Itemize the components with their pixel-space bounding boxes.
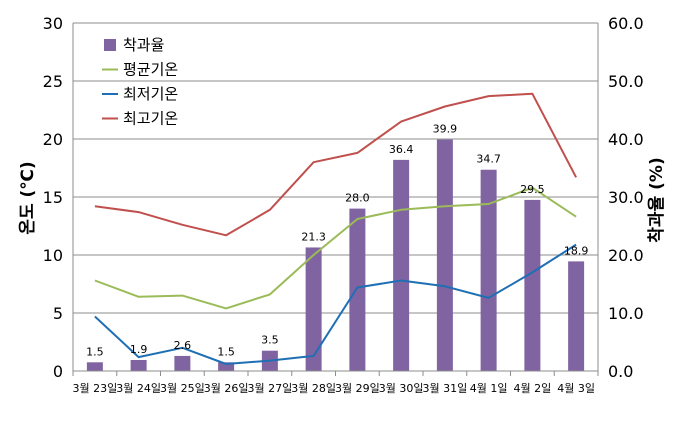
y-right-tick-label: 0.0	[608, 362, 633, 381]
bar	[86, 362, 103, 371]
bar-data-label: 1.5	[86, 345, 104, 358]
bar-data-label: 18.9	[564, 244, 589, 257]
x-tick-label: 3월 27일	[248, 381, 293, 395]
series-line	[94, 243, 577, 365]
bar-data-label: 36.4	[389, 143, 414, 156]
bar-data-label: 28.0	[345, 192, 370, 205]
y-right-tick-label: 30.0	[608, 188, 644, 207]
data-labels: 1.5 1.9 2.6 1.5 3.5 21.3 28.0 36.4 39.9 34.7 29.5 1…	[86, 123, 588, 359]
axes: 0 5 10 15 20 25 30 0.0 10.0 20.0 30.0 40.0 50.0 60.0 3…	[43, 14, 644, 395]
gridlines	[73, 22, 598, 372]
x-tick-label: 3월 28일	[291, 381, 336, 395]
bar-data-label: 29.5	[520, 183, 545, 196]
y-right-tick-label: 10.0	[608, 304, 644, 323]
x-tick-label: 4월 3일	[557, 381, 595, 395]
bar	[174, 355, 191, 371]
y-axis-left-title: 온도 (℃)	[18, 161, 38, 234]
bar-data-label: 21.3	[301, 230, 326, 243]
series-line	[94, 186, 577, 310]
y-left-tick-label: 15	[43, 188, 63, 207]
y-axis-right-title: 착과율 (%)	[647, 157, 667, 242]
series-line	[94, 92, 577, 237]
bar	[305, 247, 322, 371]
x-tick-label: 3월 24일	[116, 381, 161, 395]
x-tick-label: 4월 2일	[514, 381, 552, 395]
x-tick-label: 3월 30일	[379, 381, 424, 395]
x-tick-label: 3월 25일	[160, 381, 205, 395]
legend-label: 착과율	[123, 36, 164, 54]
bar	[349, 208, 366, 371]
y-left-tick-label: 0	[53, 362, 63, 381]
legend-swatch-bar	[104, 39, 116, 51]
x-tick-label: 3월 31일	[423, 381, 468, 395]
y-left-tick-label: 5	[53, 304, 63, 323]
bar	[568, 261, 585, 371]
bar-series	[86, 139, 585, 371]
y-left-tick-label: 25	[43, 72, 63, 91]
y-right-tick-label: 50.0	[608, 72, 644, 91]
y-left-tick-label: 30	[43, 14, 63, 33]
y-left-tick-label: 10	[43, 246, 63, 265]
line-series	[94, 92, 577, 365]
bar-data-label: 39.9	[433, 123, 458, 136]
x-tick-label: 3월 29일	[335, 381, 380, 395]
y-right-tick-label: 60.0	[608, 14, 644, 33]
bar-data-label: 1.9	[130, 343, 148, 356]
bar	[218, 362, 235, 371]
bar-data-label: 3.5	[261, 334, 279, 347]
legend-label: 최고기온	[123, 110, 178, 128]
bar-data-label: 1.5	[217, 345, 235, 358]
bar-data-label: 34.7	[476, 153, 501, 166]
x-tick-label: 3월 26일	[204, 381, 249, 395]
y-right-tick-label: 20.0	[608, 246, 644, 265]
y-left-tick-label: 20	[43, 130, 63, 149]
bar	[480, 169, 497, 371]
bar	[436, 139, 453, 371]
bar	[524, 199, 541, 371]
legend-label: 평균기온	[123, 61, 178, 79]
y-right-tick-label: 40.0	[608, 130, 644, 149]
bar	[130, 359, 147, 371]
bar	[393, 159, 410, 371]
x-tick-label: 4월 1일	[470, 381, 508, 395]
bar-data-label: 2.6	[174, 339, 192, 352]
legend-label: 최저기온	[123, 85, 178, 103]
x-tick-label: 3월 23일	[73, 381, 118, 395]
